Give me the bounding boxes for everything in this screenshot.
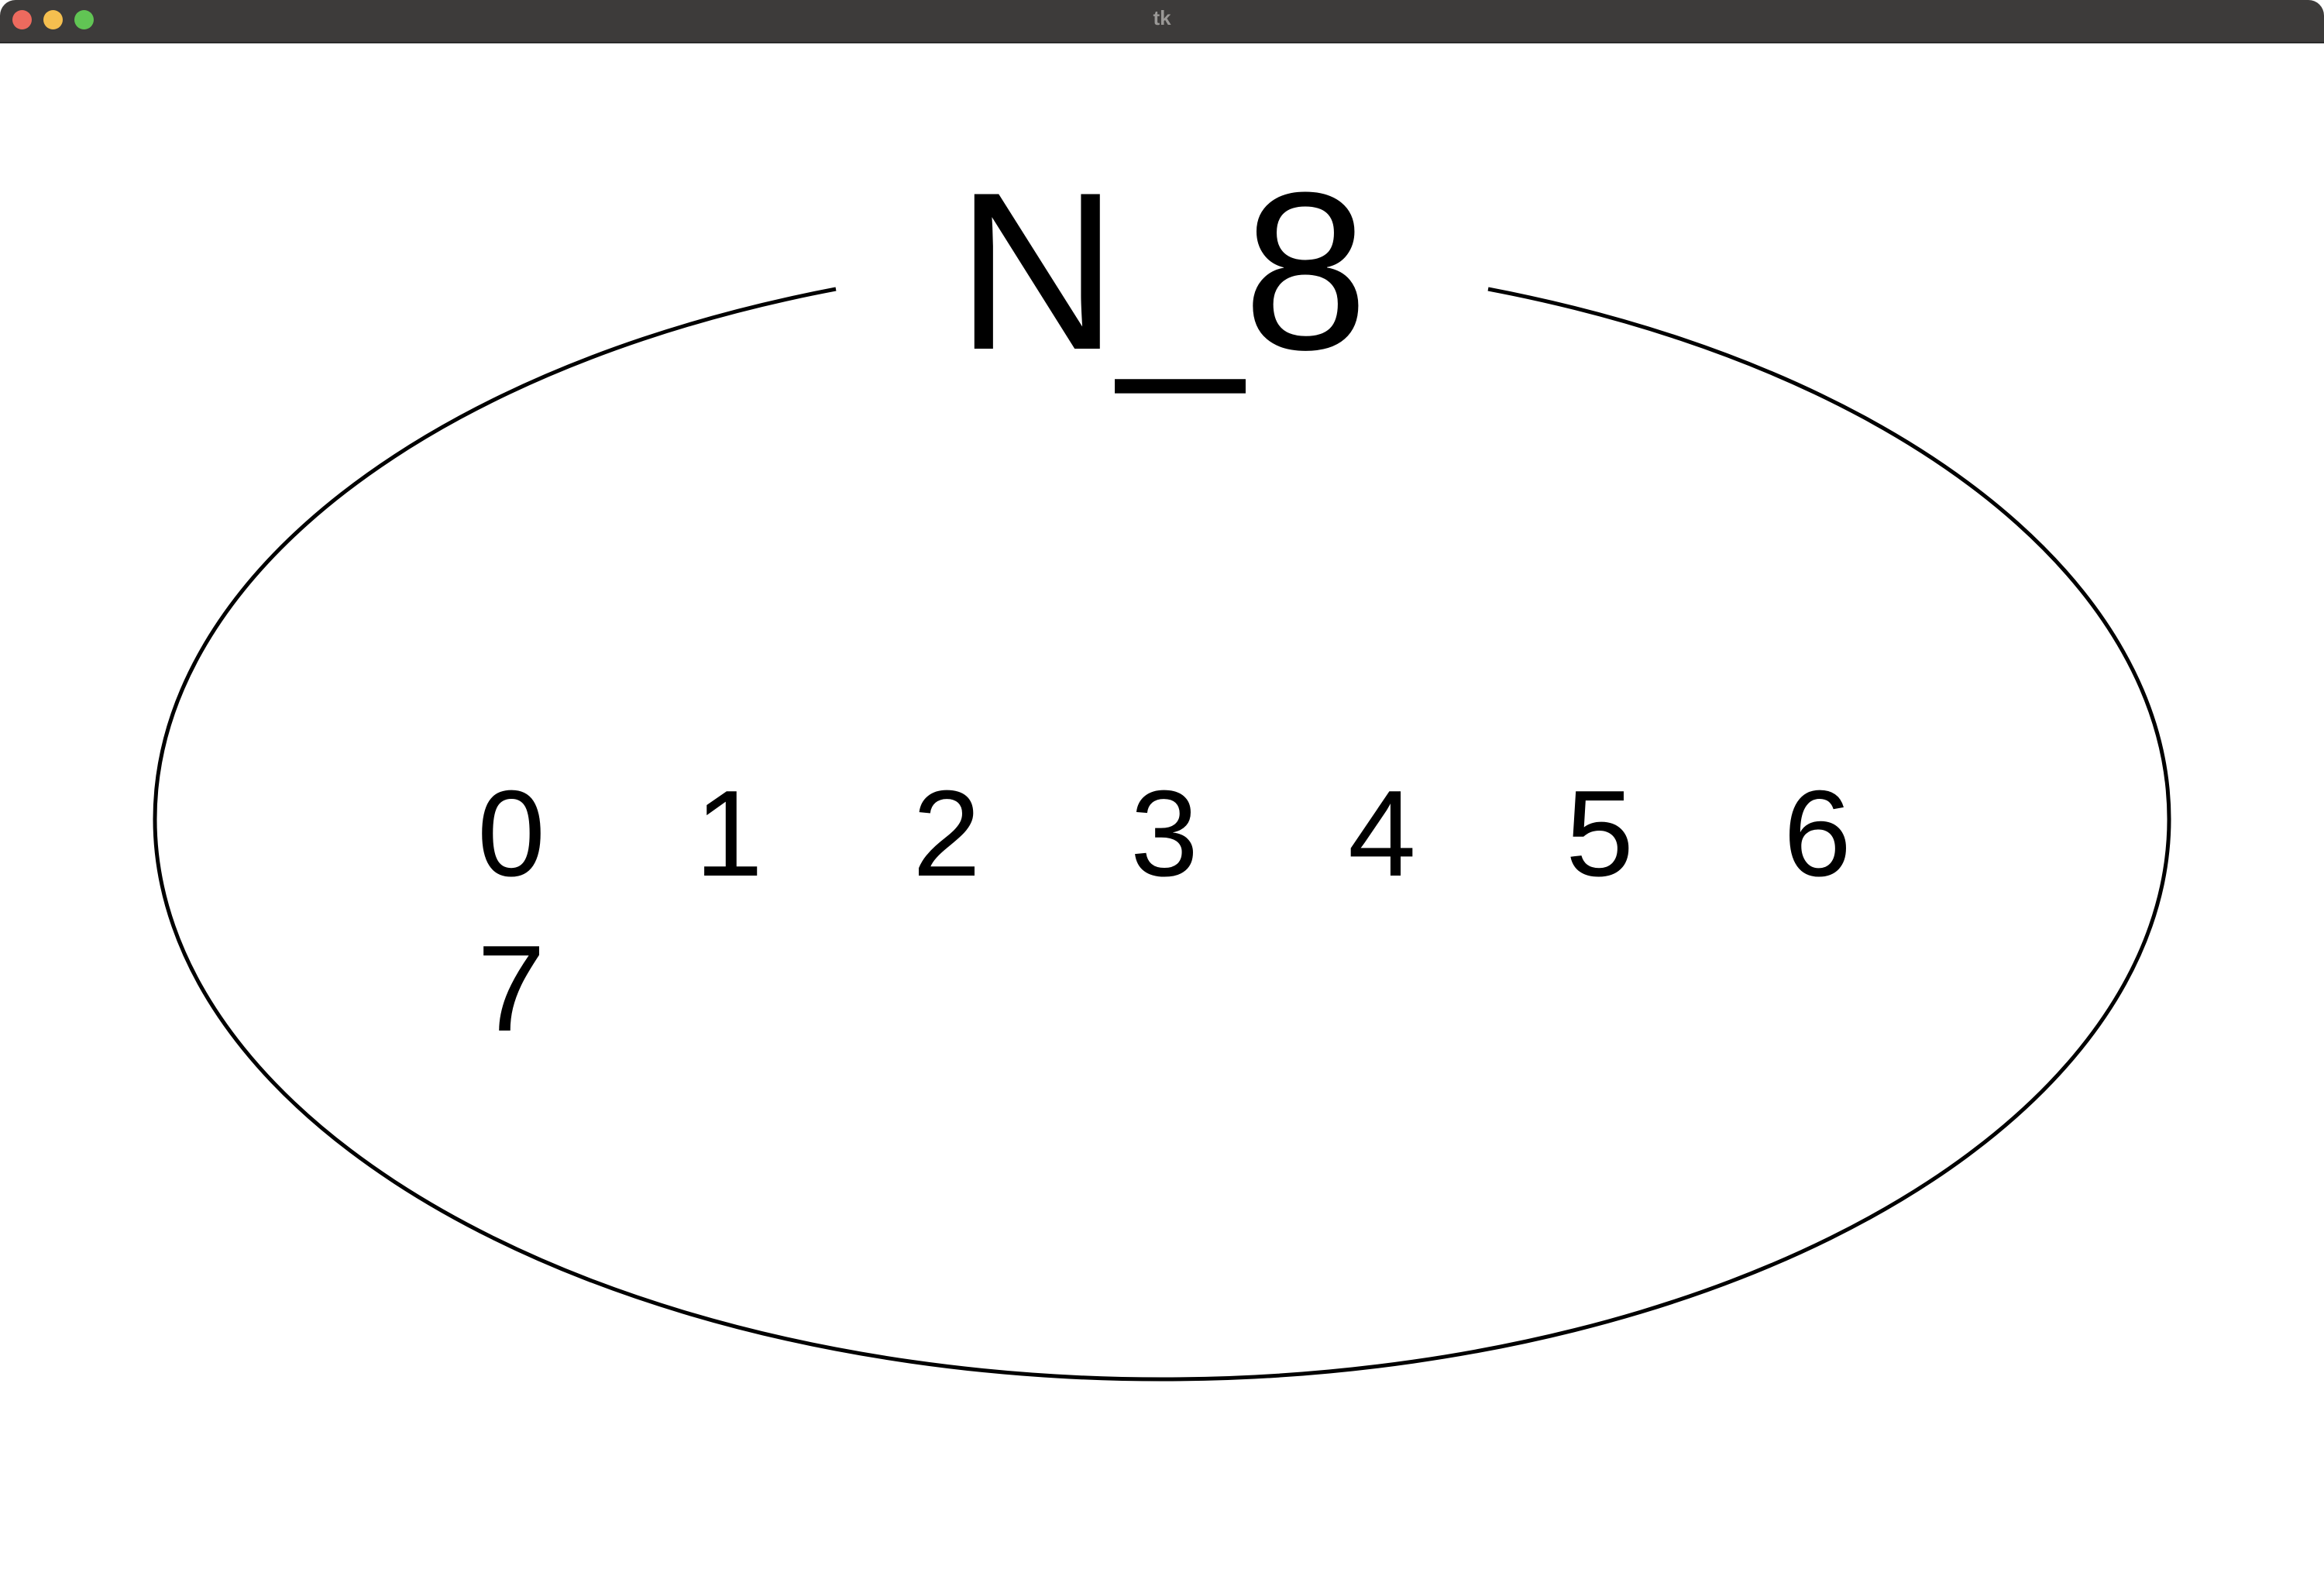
drawing-canvas[interactable]: N_8 0 1 2 3 4 5 6 7 [0,43,2324,1590]
item-label-5: 5 [1566,766,1634,902]
canvas-svg: N_8 0 1 2 3 4 5 6 7 [153,146,2171,1382]
maximize-button[interactable] [74,10,94,29]
item-labels: 0 1 2 3 4 5 6 7 [477,766,1851,1057]
window-title: tk [1153,6,1171,29]
title-bar[interactable]: tk [0,0,2324,43]
item-label-0: 0 [477,766,545,902]
item-label-4: 4 [1348,766,1416,902]
node-label: N_8 [956,146,1368,397]
item-label-7: 7 [477,921,545,1057]
item-label-6: 6 [1783,766,1851,902]
item-label-2: 2 [913,766,981,902]
item-label-1: 1 [695,766,763,902]
close-button[interactable] [12,10,32,29]
minimize-button[interactable] [43,10,63,29]
item-label-3: 3 [1130,766,1198,902]
node-ellipse-outline [153,287,2171,1382]
